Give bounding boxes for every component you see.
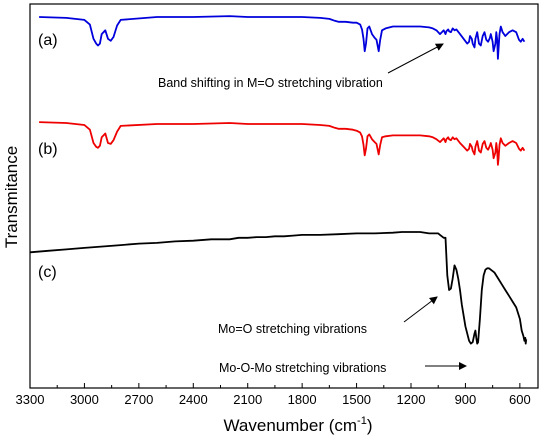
- series-label-2: (b): [38, 141, 58, 158]
- x-tick-label: 1200: [397, 392, 426, 407]
- plot-frame: [29, 3, 539, 389]
- x-tick-label: 3000: [70, 392, 99, 407]
- annotations: Band shifting in M=O stretching vibratio…: [158, 43, 467, 375]
- y-axis-title: Transmitance: [2, 146, 21, 248]
- x-tick-label: 900: [455, 392, 477, 407]
- series-line-2: [39, 121, 526, 166]
- series-line-3: [29, 231, 528, 345]
- annotation-1: Band shifting in M=O stretching vibratio…: [158, 76, 383, 90]
- x-axis-title-close: ): [367, 416, 373, 435]
- annotation-2: Mo=O stretching vibrations: [218, 322, 367, 336]
- x-tick-label: 600: [509, 392, 531, 407]
- series-layer: [29, 15, 528, 345]
- x-tick-label: 3300: [16, 392, 45, 407]
- plot-border: [29, 3, 539, 389]
- x-tick-label: 2400: [179, 392, 208, 407]
- series-line-1: [39, 15, 526, 60]
- x-axis-title-sup: -1: [357, 415, 367, 427]
- x-ticks: 3300 3000 2700 2400 2100 1800 1500 1200 900 600: [16, 383, 531, 407]
- series-labels: (a) (b) (c): [38, 32, 58, 281]
- annotation-3: Mo-O-Mo stretching vibrations: [219, 361, 386, 375]
- series-label-3: (c): [38, 264, 57, 281]
- x-tick-label: 1800: [288, 392, 317, 407]
- x-tick-label: 2100: [233, 392, 262, 407]
- annotation-arrow-1: [387, 43, 444, 74]
- annotation-arrow-2: [403, 296, 438, 323]
- x-axis-title: Wavenumber (cm-1): [224, 415, 373, 435]
- series-label-1: (a): [38, 32, 58, 49]
- x-tick-label: 2700: [124, 392, 153, 407]
- x-tick-label: 1500: [342, 392, 371, 407]
